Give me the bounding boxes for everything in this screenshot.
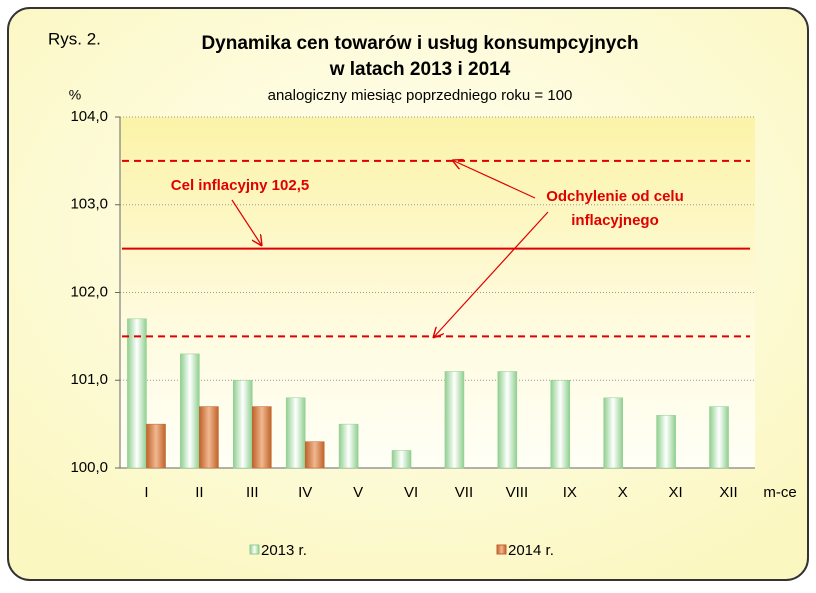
x-tick-label: VIII bbox=[506, 484, 529, 501]
arrow bbox=[231, 199, 262, 246]
legend-label: 2014 r. bbox=[508, 542, 554, 559]
x-axis-label: m-ce bbox=[763, 484, 796, 501]
annotation: Cel inflacyjny 102,5 bbox=[171, 177, 309, 194]
bar bbox=[146, 423, 166, 469]
legend-label: 2013 r. bbox=[261, 542, 307, 559]
y-axis-label: % bbox=[69, 87, 81, 103]
x-tick-label: X bbox=[618, 484, 628, 501]
bar bbox=[252, 406, 272, 469]
y-tick-label: 104,0 bbox=[70, 108, 108, 125]
y-tick-label: 101,0 bbox=[70, 371, 108, 388]
annotation: Odchylenie od celu bbox=[546, 188, 684, 205]
x-tick-label: VI bbox=[404, 484, 418, 501]
arrow bbox=[433, 211, 549, 338]
chart-title: Dynamika cen towarów i usług konsumpcyjn… bbox=[201, 33, 638, 54]
bar bbox=[709, 406, 729, 469]
bar bbox=[550, 380, 571, 469]
x-tick-label: VII bbox=[455, 484, 473, 501]
y-tick-label: 102,0 bbox=[70, 283, 108, 300]
y-tick-label: 100,0 bbox=[70, 459, 108, 476]
bar bbox=[338, 423, 359, 469]
figure-label: Rys. 2. bbox=[48, 29, 101, 48]
x-tick-label: III bbox=[246, 484, 259, 501]
arrows bbox=[231, 160, 549, 338]
bar bbox=[497, 371, 518, 469]
chart-subtitle: analogiczny miesiąc poprzedniego roku = … bbox=[268, 87, 573, 104]
chart-title: w latach 2013 i 2014 bbox=[329, 59, 511, 80]
bar bbox=[656, 415, 676, 469]
bar bbox=[127, 318, 147, 469]
x-tick-label: IX bbox=[563, 484, 577, 501]
x-tick-label: II bbox=[195, 484, 203, 501]
bar bbox=[285, 397, 306, 469]
legend-swatch bbox=[249, 544, 260, 555]
bar bbox=[180, 353, 200, 469]
arrow bbox=[452, 160, 536, 199]
y-tick-label: 103,0 bbox=[70, 196, 108, 213]
bar bbox=[199, 406, 219, 469]
x-tick-label: XII bbox=[719, 484, 737, 501]
x-tick-label: I bbox=[144, 484, 148, 501]
x-tick-label: XI bbox=[669, 484, 683, 501]
bar bbox=[391, 450, 412, 469]
bar bbox=[304, 441, 325, 469]
bar bbox=[444, 371, 465, 469]
legend-swatch bbox=[496, 544, 507, 555]
annotation: inflacyjnego bbox=[571, 212, 659, 229]
bar bbox=[603, 397, 623, 469]
x-tick-label: V bbox=[353, 484, 363, 501]
bar bbox=[232, 380, 253, 469]
x-tick-label: IV bbox=[298, 484, 312, 501]
